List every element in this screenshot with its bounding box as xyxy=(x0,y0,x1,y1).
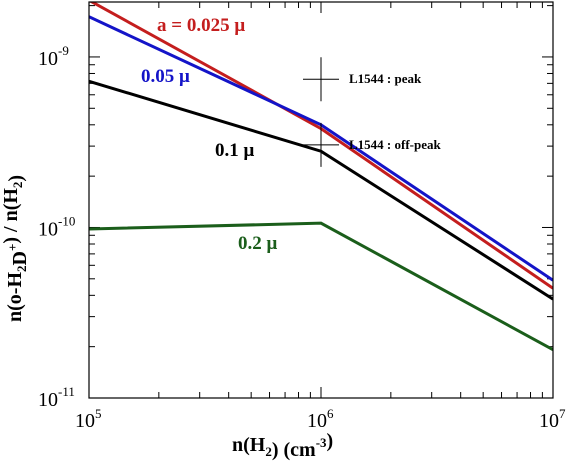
axis-titles: n(H2) (cm-3) n(o-H2D+) / n(H2) xyxy=(0,175,333,461)
series-labels: a = 0.025 μ 0.05 μ 0.1 μ 0.2 μ xyxy=(141,15,278,254)
x-tick-label: 106 xyxy=(307,406,334,432)
y-tick-label: 10-11 xyxy=(38,384,75,411)
y-tick-label: 10-9 xyxy=(38,43,69,70)
observation-label: L1544 : off-peak xyxy=(349,137,441,152)
tick-labels: 105 106 107 10-11 10-10 10-9 xyxy=(38,43,566,432)
series-line xyxy=(89,221,553,352)
x-axis-title: n(H2) (cm-3) xyxy=(232,430,333,461)
x-tick-label: 107 xyxy=(539,406,566,432)
observation-label: L1544 : peak xyxy=(349,71,422,86)
plot-frame xyxy=(88,1,554,399)
series-label: a = 0.025 μ xyxy=(157,15,245,36)
observation-layer: L1544 : peak L1544 : off-peak xyxy=(303,57,441,167)
series-line xyxy=(89,79,553,301)
x-tick-label: 105 xyxy=(75,406,102,432)
series-label: 0.05 μ xyxy=(141,66,190,87)
y-axis-title: n(o-H2D+) / n(H2) xyxy=(0,175,31,322)
y-tick-label: 10-10 xyxy=(38,213,75,240)
series-label: 0.2 μ xyxy=(238,233,278,254)
series-label: 0.1 μ xyxy=(215,140,255,161)
series-layer xyxy=(89,2,553,352)
